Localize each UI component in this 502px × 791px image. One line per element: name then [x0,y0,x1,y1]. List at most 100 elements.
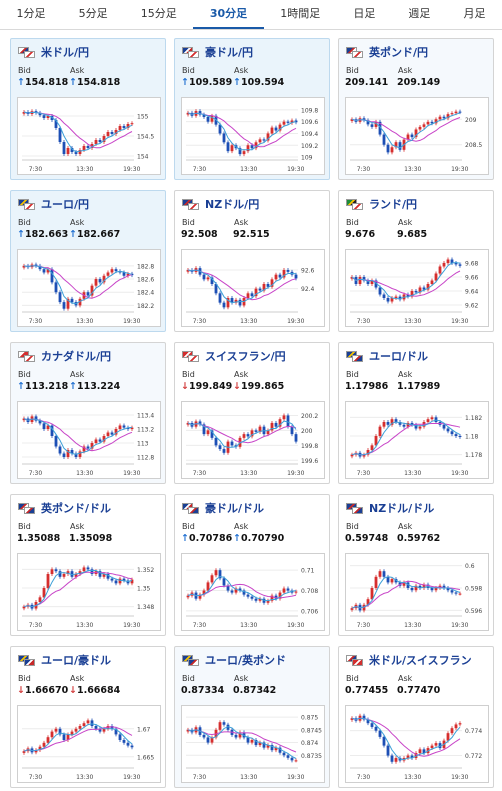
card-title[interactable]: ユーロ/円 [18,195,89,213]
candle-body [114,429,118,435]
rate-card[interactable]: ユーロ/豪ドル Bid Ask ↓1.66670 ↓1.66684 1.67 1.665 7:… [10,646,166,788]
currency-pair-name[interactable]: NZドル/ドル [369,502,435,515]
card-title[interactable]: ランド/円 [346,195,417,213]
rate-card[interactable]: スイスフラン/円 Bid Ask ↓199.849 ↓199.865 200.2 200 19… [174,342,330,484]
tab-6[interactable]: 週足 [408,7,431,20]
rate-card[interactable]: ユーロ/英ポンド Bid Ask 0.87334 0.87342 0.875 0.8745 0… [174,646,330,788]
y-tick-label: 92.6 [301,268,315,275]
bid-value: 0.77455 [345,685,388,696]
rate-card[interactable]: 英ポンド/ドル Bid Ask 1.35088 1.35098 1.352 1.35 1.34… [10,494,166,636]
bid-label: Bid [18,522,31,531]
tab-2[interactable]: 15分足 [140,7,177,20]
flag-jp-icon [188,50,199,58]
currency-pair-name[interactable]: ランド/円 [369,198,418,211]
mini-candlestick-chart[interactable]: 0.875 0.8745 0.874 0.8735 7:30 13:30 19:30 [181,705,325,783]
card-title[interactable]: 米ドル/円 [18,43,89,61]
mini-candlestick-chart[interactable]: 1.67 1.665 7:30 13:30 19:30 [17,705,161,783]
candle-body [426,419,430,422]
currency-pair-name[interactable]: ユーロ/英ポンド [205,654,287,667]
currency-pair-name[interactable]: ユーロ/豪ドル [41,654,112,667]
ask-label: Ask [234,674,249,683]
candle-body [246,145,250,152]
x-tick-label: 19:30 [123,622,140,629]
chart-canvas: 155 154.5 154 7:30 13:30 19:30 [22,109,154,173]
rate-card[interactable]: NZドル/ドル Bid Ask 0.59748 0.59762 0.6 0.598 0.596… [338,494,494,636]
rate-card[interactable]: ユーロ/ドル Bid Ask 1.17986 1.17989 1.182 1.18 1.178… [338,342,494,484]
rate-card[interactable]: ランド/円 Bid Ask 9.676 9.685 9.68 9.66 9.64 9.62 7:3… [338,190,494,332]
x-tick-label: 13:30 [240,166,257,173]
candle-body [442,116,446,119]
bid-value: 1.17986 [345,381,388,392]
candle-body [434,588,438,591]
card-title[interactable]: ユーロ/英ポンド [182,651,286,669]
candle-body [54,436,58,447]
currency-pair-name[interactable]: ユーロ/円 [41,198,90,211]
mini-candlestick-chart[interactable]: 92.6 92.4 7:30 13:30 19:30 [181,249,325,327]
mini-candlestick-chart[interactable]: 1.182 1.18 1.178 7:30 13:30 19:30 [345,401,489,479]
card-title[interactable]: NZドル/円 [182,195,259,213]
rate-card[interactable]: カナダドル/円 Bid Ask ↑113.218 ↑113.224 113.4 113.2 1… [10,342,166,484]
mini-candlestick-chart[interactable]: 0.71 0.708 0.706 7:30 13:30 19:30 [181,553,325,631]
rate-card[interactable]: NZドル/円 Bid Ask 92.508 92.515 92.6 92.4 7:30 13:3… [174,190,330,332]
currency-pair-name[interactable]: スイスフラン/円 [205,350,286,363]
rate-card[interactable]: ユーロ/円 Bid Ask ↑182.663 ↑182.667 182.8 182.6 182… [10,190,166,332]
candle-body [294,591,298,593]
candle-body [422,124,426,127]
tab-0[interactable]: 1分足 [16,7,46,20]
mini-candlestick-chart[interactable]: 209 208.5 7:30 13:30 19:30 [345,97,489,175]
card-title[interactable]: ユーロ/豪ドル [18,651,111,669]
x-tick-label: 13:30 [240,774,257,781]
candle-body [382,736,386,746]
mini-candlestick-chart[interactable]: 0.774 0.772 7:30 13:30 19:30 [345,705,489,783]
card-title[interactable]: 豪ドル/ドル [182,499,264,517]
candle-body [130,427,134,429]
currency-pair-name[interactable]: NZドル/円 [205,198,260,211]
mini-candlestick-chart[interactable]: 9.68 9.66 9.64 9.62 7:30 13:30 19:30 [345,249,489,327]
currency-pair-name[interactable]: 米ドル/スイスフラン [369,654,472,667]
rate-card[interactable]: 豪ドル/ドル Bid Ask ↑0.70786 ↑0.70790 0.71 0.708 0.7… [174,494,330,636]
currency-pair-name[interactable]: カナダドル/円 [41,350,112,363]
tab-4[interactable]: 1時間足 [280,7,321,20]
candle-body [98,571,102,577]
card-title[interactable]: スイスフラン/円 [182,347,286,365]
rate-card[interactable]: 米ドル/スイスフラン Bid Ask 0.77455 0.77470 0.774 0.772… [338,646,494,788]
rate-card[interactable]: 米ドル/円 Bid Ask ↑154.818 ↑154.818 155 154.5 154 7:… [10,38,166,180]
tab-1[interactable]: 5分足 [78,7,108,20]
mini-candlestick-chart[interactable]: 182.8 182.6 182.4 182.2 7:30 13:30 19:30 [17,249,161,327]
candle-body [294,120,298,123]
y-tick-label: 0.875 [301,715,318,722]
currency-pair-name[interactable]: 英ポンド/ドル [41,502,112,515]
card-title[interactable]: 英ポンド/ドル [18,499,111,517]
card-title[interactable]: カナダドル/円 [18,347,111,365]
card-title[interactable]: 英ポンド/円 [346,43,428,61]
mini-candlestick-chart[interactable]: 200.2 200 199.8 199.6 7:30 13:30 19:30 [181,401,325,479]
mini-candlestick-chart[interactable]: 113.4 113.2 113 112.8 7:30 13:30 19:30 [17,401,161,479]
rate-card[interactable]: 豪ドル/円 Bid Ask ↑109.589 ↑109.594 109.8 109.6 109… [174,38,330,180]
ask-value: 9.685 [397,229,427,240]
flag-au-icon [24,658,35,666]
mini-candlestick-chart[interactable]: 155 154.5 154 7:30 13:30 19:30 [17,97,161,175]
moving-average-short [351,261,461,300]
card-title[interactable]: 豪ドル/円 [182,43,253,61]
card-title[interactable]: ユーロ/ドル [346,347,428,365]
candle-body [446,428,450,432]
mini-candlestick-chart[interactable]: 1.352 1.35 1.348 7:30 13:30 19:30 [17,553,161,631]
candle-body [198,111,202,115]
currency-pair-name[interactable]: 豪ドル/円 [205,46,254,59]
mini-candlestick-chart[interactable]: 109.8 109.6 109.4 109.2 109 7:30 13:30 19:30 [181,97,325,175]
currency-pair-name[interactable]: 豪ドル/ドル [205,502,265,515]
candle-body [90,144,94,148]
tab-5[interactable]: 日足 [353,7,376,20]
card-title[interactable]: NZドル/ドル [346,499,434,517]
card-title[interactable]: 米ドル/スイスフラン [346,651,472,669]
tab-7[interactable]: 月足 [463,7,486,20]
tab-3[interactable]: 30分足 [193,0,264,29]
candle-body [374,436,378,446]
mini-candlestick-chart[interactable]: 0.6 0.598 0.596 7:30 13:30 19:30 [345,553,489,631]
currency-pair-name[interactable]: 英ポンド/円 [369,46,429,59]
flag-ch-icon [182,350,193,358]
currency-pair-name[interactable]: 米ドル/円 [41,46,90,59]
rate-card[interactable]: 英ポンド/円 Bid Ask 209.141 209.149 209 208.5 7:30 13… [338,38,494,180]
arrow-up-icon: ↑ [17,381,25,392]
currency-pair-name[interactable]: ユーロ/ドル [369,350,429,363]
